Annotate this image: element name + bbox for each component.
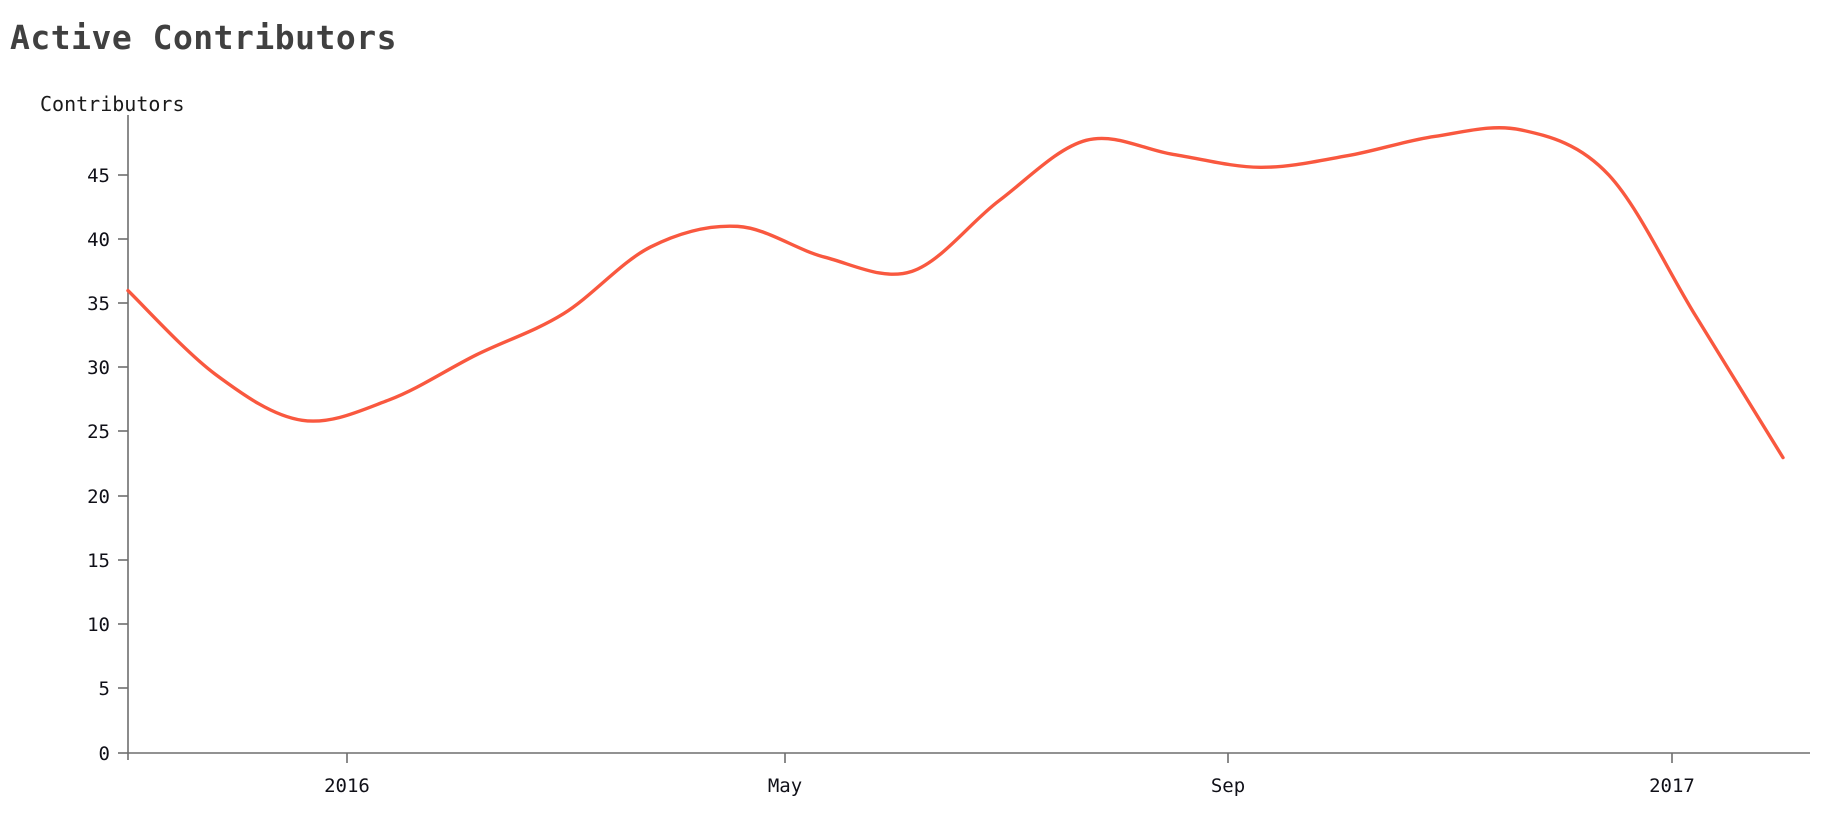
series-line-contributors — [126, 126, 1785, 460]
y-tick-label: 5 — [99, 678, 110, 700]
y-tick-label: 40 — [87, 229, 110, 251]
y-tick-label: 45 — [87, 165, 110, 187]
y-tick-label: 20 — [87, 486, 110, 508]
y-tick-label: 35 — [87, 293, 110, 315]
y-tick-label: 30 — [87, 357, 110, 379]
y-axis-ticks: 45 40 35 30 25 20 15 10 5 0 — [87, 165, 128, 765]
x-tick-label: 2016 — [324, 775, 370, 797]
y-tick-label: 25 — [87, 421, 110, 443]
x-tick-label: Sep — [1211, 775, 1245, 797]
y-axis-label: Contributors — [40, 92, 185, 116]
y-tick-label: 15 — [87, 550, 110, 572]
x-tick-label: May — [768, 775, 802, 797]
x-tick-label: 2017 — [1649, 775, 1695, 797]
page-title: Active Contributors — [10, 18, 397, 57]
y-tick-label: 0 — [99, 743, 110, 765]
y-tick-label: 10 — [87, 614, 110, 636]
x-axis-ticks: 2016 May Sep 2017 — [324, 753, 1695, 797]
